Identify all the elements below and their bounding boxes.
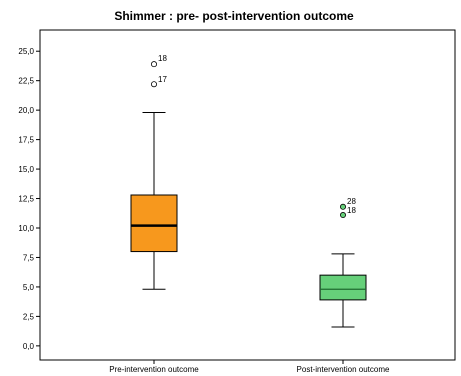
outlier-label: 17: [158, 75, 167, 84]
x-category-label: Pre-intervention outcome: [109, 365, 199, 374]
x-category-label: Post-intervention outcome: [297, 365, 390, 374]
y-tick-label: 22,5: [18, 77, 34, 86]
outlier-label: 18: [158, 54, 167, 63]
plot-frame: [39, 29, 456, 361]
outlier-point: [339, 203, 346, 210]
iqr-box: [319, 274, 367, 301]
y-tick-label: 10,0: [18, 224, 34, 233]
y-tick-label: 17,5: [18, 136, 34, 145]
y-tick-label: 12,5: [18, 195, 34, 204]
iqr-box: [130, 194, 178, 253]
outlier-point: [339, 212, 346, 219]
y-tick-label: 0,0: [23, 342, 35, 351]
y-tick-label: 5,0: [23, 283, 35, 292]
y-tick-label: 20,0: [18, 106, 34, 115]
outlier-label: 28: [347, 197, 356, 206]
y-axis: 0,0 2,5 5,0 7,5 10,0 12,5 15,0 17,5 20,0 22,5 25,0: [18, 47, 40, 351]
outlier-point: [150, 81, 157, 88]
x-axis: Pre-intervention outcome Post-interventio…: [109, 360, 390, 374]
chart-title: Shimmer : pre- post-intervention outcome: [114, 9, 354, 23]
y-tick-label: 7,5: [23, 253, 35, 262]
y-tick-label: 2,5: [23, 312, 35, 321]
outlier-point: [150, 61, 157, 68]
y-tick-label: 15,0: [18, 165, 34, 174]
y-tick-label: 25,0: [18, 47, 34, 56]
outlier-label: 18: [347, 206, 356, 215]
